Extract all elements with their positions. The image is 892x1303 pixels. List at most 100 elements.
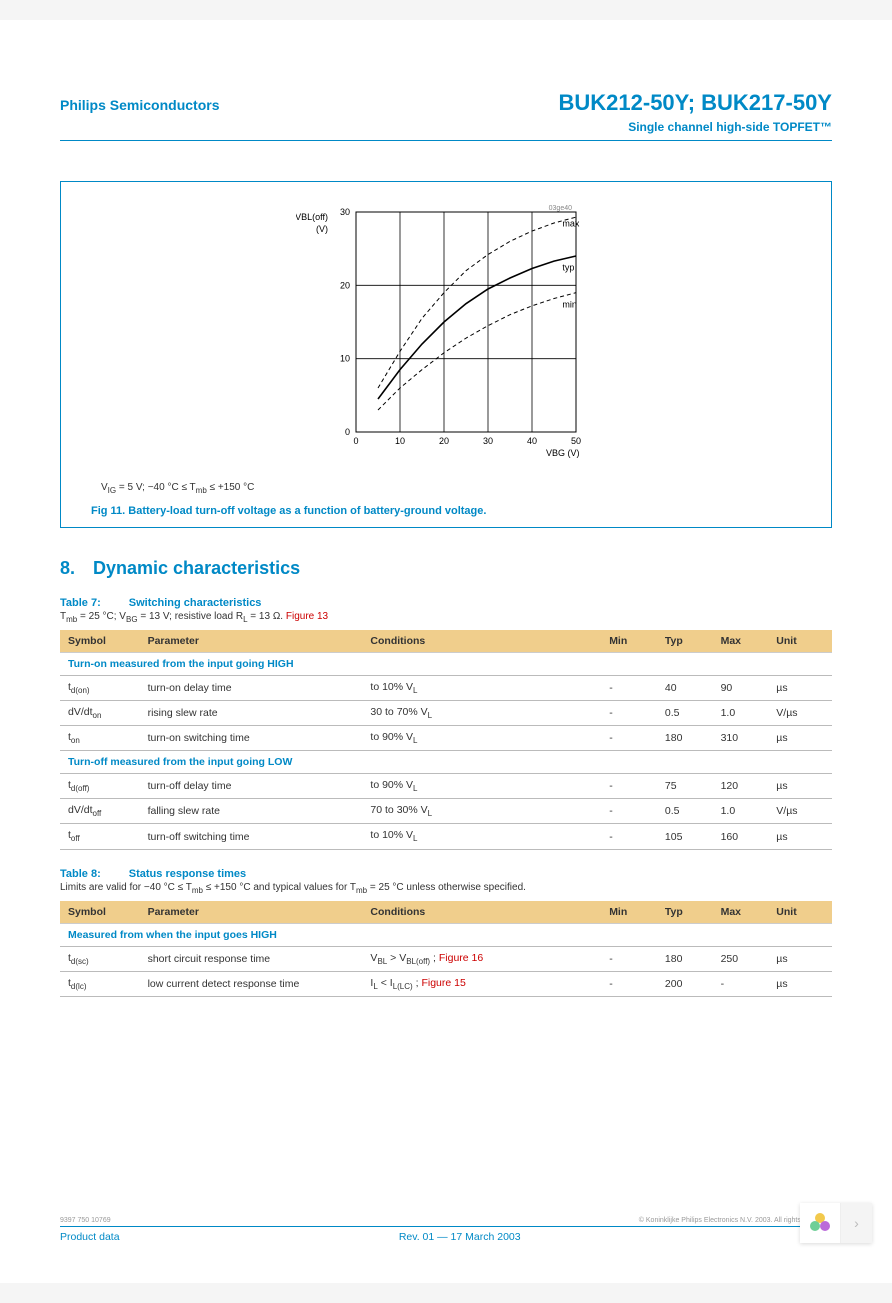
header-rule xyxy=(60,140,832,141)
footer-row: Product data Rev. 01 — 17 March 2003 9 o… xyxy=(60,1231,832,1243)
cell-max: 1.0 xyxy=(713,799,769,824)
table-header: Unit xyxy=(768,630,832,653)
cell-min: - xyxy=(601,824,657,849)
svg-text:20: 20 xyxy=(439,436,449,446)
svg-text:(V): (V) xyxy=(316,224,328,234)
svg-text:typ: typ xyxy=(562,263,574,273)
cell-symbol: dV/dton xyxy=(60,701,140,726)
svg-text:10: 10 xyxy=(395,436,405,446)
figure-11-chart: 010203040500102030VBG (V)VBL(off)(V)03ge… xyxy=(296,202,596,462)
svg-text:VBL(off): VBL(off) xyxy=(296,212,328,222)
cell-typ: 180 xyxy=(657,946,713,971)
section-8-title: 8. Dynamic characteristics xyxy=(60,558,832,579)
cell-max: 310 xyxy=(713,726,769,751)
section-number: 8. xyxy=(60,558,75,578)
widget-expand-icon[interactable]: › xyxy=(840,1203,872,1243)
svg-text:10: 10 xyxy=(340,354,350,364)
cell-typ: 180 xyxy=(657,726,713,751)
cell-conditions: IL < IL(LC) ; Figure 15 xyxy=(362,971,601,996)
table-row: dV/dtonrising slew rate30 to 70% VL-0.51… xyxy=(60,701,832,726)
cell-typ: 0.5 xyxy=(657,701,713,726)
table-header: Min xyxy=(601,901,657,924)
cell-unit: µs xyxy=(768,946,832,971)
cell-max: 1.0 xyxy=(713,701,769,726)
footer-tiny-row: 9397 750 10769 © Koninklijke Philips Ele… xyxy=(60,1217,832,1224)
figure-11-caption: Fig 11. Battery-load turn-off voltage as… xyxy=(91,505,811,517)
cell-parameter: falling slew rate xyxy=(140,799,363,824)
table-header: Conditions xyxy=(362,901,601,924)
svg-text:20: 20 xyxy=(340,280,350,290)
cell-max: 120 xyxy=(713,774,769,799)
cell-max: 250 xyxy=(713,946,769,971)
datasheet-page: Philips Semiconductors BUK212-50Y; BUK21… xyxy=(0,20,892,1283)
cell-symbol: td(on) xyxy=(60,676,140,701)
part-subtitle: Single channel high-side TOPFET™ xyxy=(60,120,832,134)
section-heading: Dynamic characteristics xyxy=(93,558,300,578)
svg-text:30: 30 xyxy=(483,436,493,446)
table-7-name: Switching characteristics xyxy=(129,597,262,609)
table-8-conditions: Limits are valid for −40 °C ≤ Tmb ≤ +150… xyxy=(60,882,832,895)
cell-parameter: low current detect response time xyxy=(140,971,363,996)
table-8: SymbolParameterConditionsMinTypMaxUnitMe… xyxy=(60,901,832,997)
cell-parameter: short circuit response time xyxy=(140,946,363,971)
footer-docnum: 9397 750 10769 xyxy=(60,1217,111,1224)
cell-unit: V/µs xyxy=(768,799,832,824)
table-header: Typ xyxy=(657,630,713,653)
cell-conditions: to 10% VL xyxy=(362,824,601,849)
table-8-name: Status response times xyxy=(129,868,246,880)
widget-logo-icon[interactable] xyxy=(800,1203,840,1243)
cell-conditions: to 10% VL xyxy=(362,676,601,701)
svg-text:30: 30 xyxy=(340,207,350,217)
svg-text:0: 0 xyxy=(345,427,350,437)
cell-parameter: turn-off delay time xyxy=(140,774,363,799)
company-name: Philips Semiconductors xyxy=(60,97,219,113)
table-7: SymbolParameterConditionsMinTypMaxUnitTu… xyxy=(60,630,832,850)
table-7-label: Table 7: xyxy=(60,597,101,609)
table-row: td(sc)short circuit response timeVBL > V… xyxy=(60,946,832,971)
cell-symbol: dV/dtoff xyxy=(60,799,140,824)
cell-symbol: td(lc) xyxy=(60,971,140,996)
cell-symbol: toff xyxy=(60,824,140,849)
svg-text:40: 40 xyxy=(527,436,537,446)
table-header: Symbol xyxy=(60,901,140,924)
cell-min: - xyxy=(601,946,657,971)
svg-text:VBG (V): VBG (V) xyxy=(546,448,580,458)
table-section-row: Measured from when the input goes HIGH xyxy=(60,923,832,946)
cell-unit: µs xyxy=(768,726,832,751)
cell-unit: µs xyxy=(768,676,832,701)
cell-typ: 200 xyxy=(657,971,713,996)
cell-min: - xyxy=(601,701,657,726)
cell-unit: µs xyxy=(768,774,832,799)
table-row: td(on)turn-on delay timeto 10% VL-4090µs xyxy=(60,676,832,701)
cell-typ: 75 xyxy=(657,774,713,799)
table-row: tonturn-on switching timeto 90% VL-18031… xyxy=(60,726,832,751)
cell-unit: V/µs xyxy=(768,701,832,726)
cell-symbol: td(sc) xyxy=(60,946,140,971)
cell-unit: µs xyxy=(768,971,832,996)
cell-typ: 40 xyxy=(657,676,713,701)
table-header: Max xyxy=(713,630,769,653)
table-header: Parameter xyxy=(140,630,363,653)
side-widget[interactable]: › xyxy=(800,1203,872,1243)
cell-typ: 105 xyxy=(657,824,713,849)
table-7-conditions: Tmb = 25 °C; VBG = 13 V; resistive load … xyxy=(60,611,832,624)
table-section-row: Turn-on measured from the input going HI… xyxy=(60,653,832,676)
table-header: Symbol xyxy=(60,630,140,653)
cell-unit: µs xyxy=(768,824,832,849)
cell-conditions: 70 to 30% VL xyxy=(362,799,601,824)
table-7-title: Table 7: Switching characteristics xyxy=(60,597,832,609)
footer-center: Rev. 01 — 17 March 2003 xyxy=(399,1231,521,1243)
page-footer: 9397 750 10769 © Koninklijke Philips Ele… xyxy=(60,1217,832,1243)
table-row: dV/dtofffalling slew rate70 to 30% VL-0.… xyxy=(60,799,832,824)
cell-max: 90 xyxy=(713,676,769,701)
figure-11-chart-wrap: 010203040500102030VBG (V)VBL(off)(V)03ge… xyxy=(81,202,811,462)
table-header: Typ xyxy=(657,901,713,924)
cell-conditions: to 90% VL xyxy=(362,774,601,799)
svg-text:03ge40: 03ge40 xyxy=(549,205,572,212)
table-8-label: Table 8: xyxy=(60,868,101,880)
cell-conditions: to 90% VL xyxy=(362,726,601,751)
cell-min: - xyxy=(601,971,657,996)
table-header: Parameter xyxy=(140,901,363,924)
cell-conditions: 30 to 70% VL xyxy=(362,701,601,726)
table-section-row: Turn-off measured from the input going L… xyxy=(60,751,832,774)
